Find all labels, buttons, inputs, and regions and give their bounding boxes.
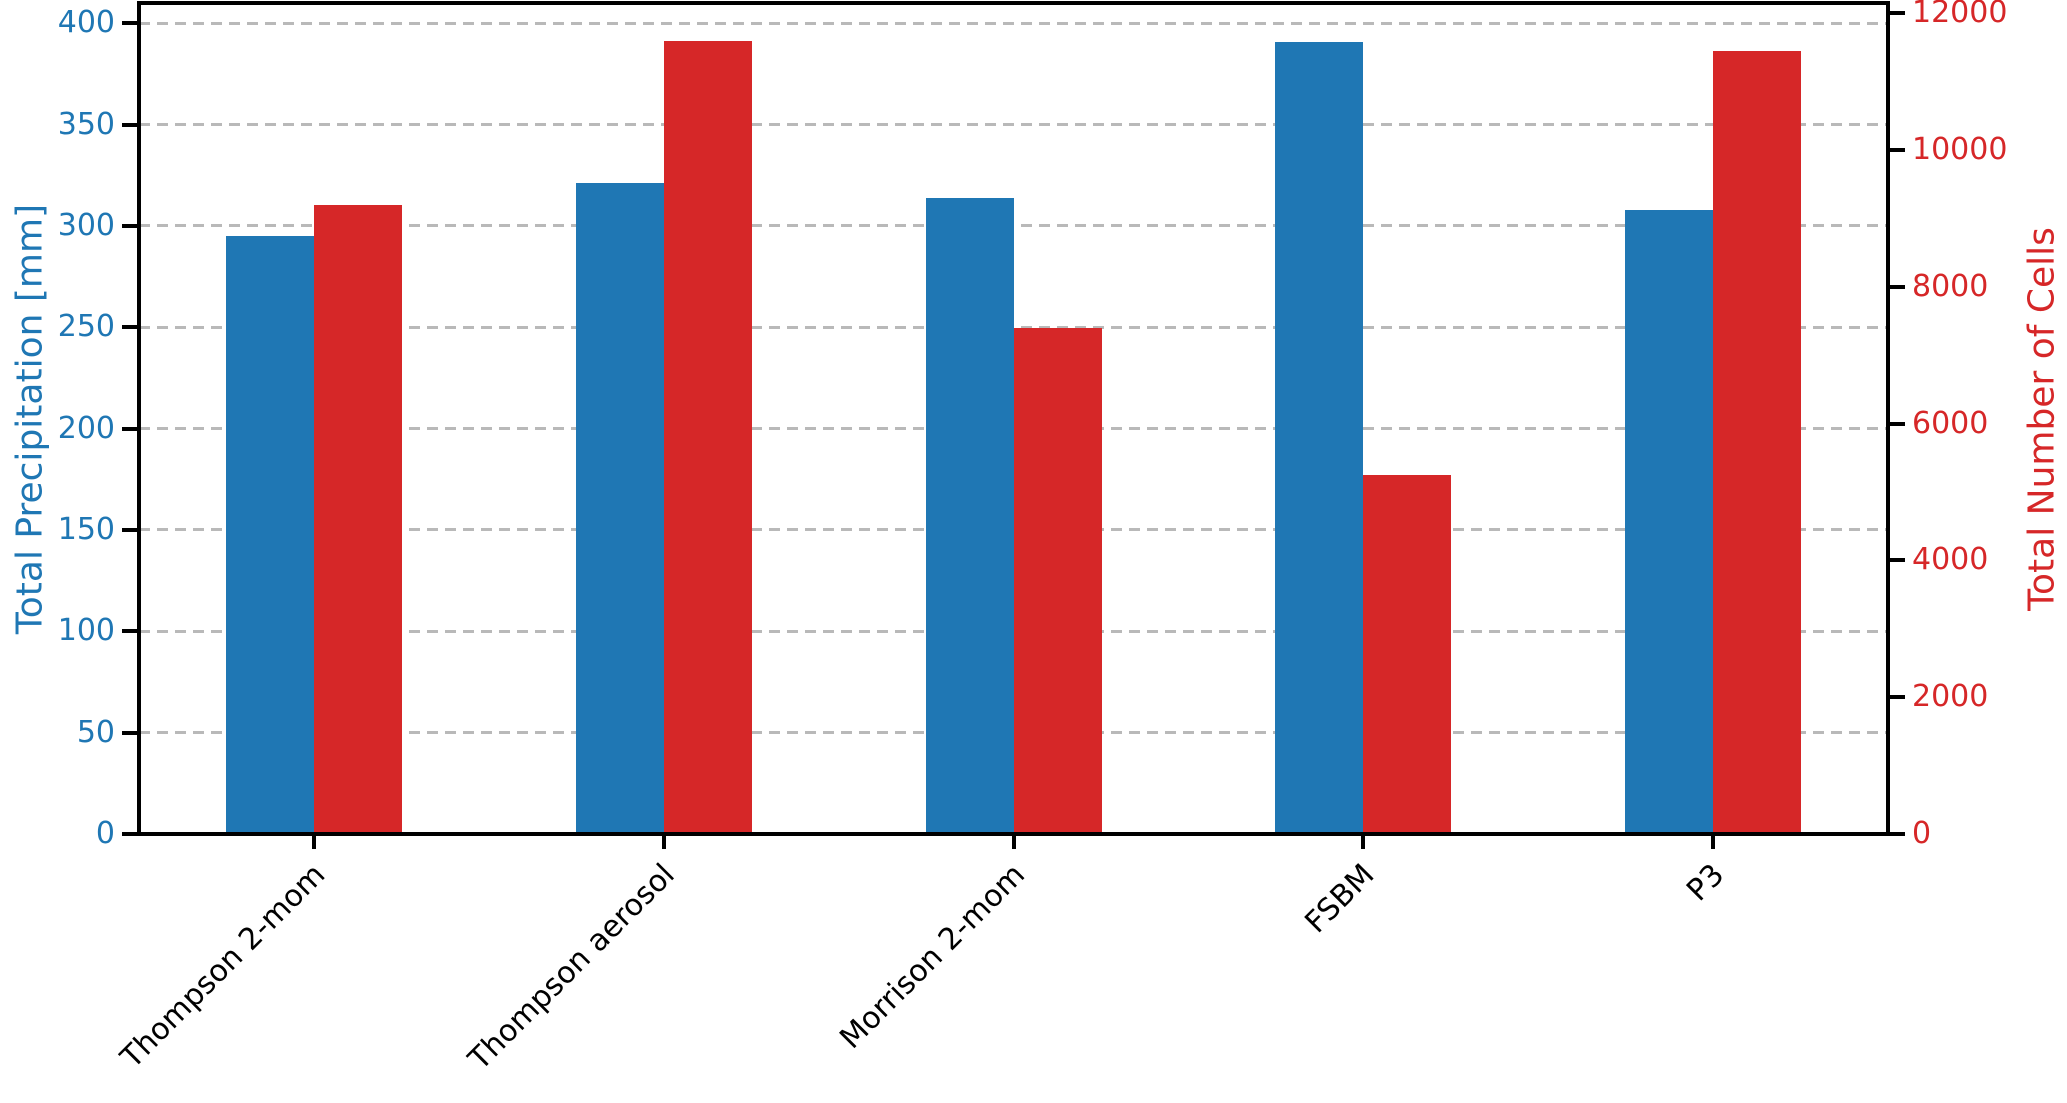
left-tick-mark [122, 426, 137, 431]
right-tick-label: 2000 [1912, 679, 1989, 715]
gridline [139, 123, 1888, 127]
left-tick-label: 200 [57, 410, 115, 446]
right-tick-label: 8000 [1912, 268, 1989, 304]
right-tick-label: 4000 [1912, 542, 1989, 578]
right-spine [1886, 1, 1890, 836]
category-label: Thompson aerosol [462, 857, 682, 1077]
right-tick-mark [1890, 148, 1905, 153]
gridline [139, 21, 1888, 25]
left-spine [137, 1, 141, 836]
precipitation-bar [1275, 41, 1364, 834]
category-label: Morrison 2-mom [832, 857, 1032, 1056]
left-tick-mark [122, 325, 137, 330]
cell-count-bar [663, 40, 752, 834]
left-tick-label: 100 [57, 613, 115, 649]
right-tick-mark [1890, 11, 1905, 16]
left-tick-mark [122, 122, 137, 127]
left-tick-mark [122, 223, 137, 228]
left-tick-label: 400 [57, 5, 115, 41]
left-tick-label: 150 [57, 511, 115, 547]
right-tick-mark [1890, 832, 1905, 836]
top-spine [137, 1, 1890, 5]
left-tick-label: 300 [57, 207, 115, 243]
x-tick-mark [661, 836, 666, 849]
x-tick-mark [1011, 836, 1016, 849]
left-tick-label: 350 [57, 106, 115, 142]
left-tick-label: 0 [95, 816, 115, 851]
precipitation-bar [1625, 209, 1714, 834]
x-tick-mark [1711, 836, 1716, 849]
left-tick-mark [122, 629, 137, 634]
category-label: FSBM [1298, 857, 1382, 941]
right-tick-mark [1890, 695, 1905, 700]
left-tick-mark [122, 730, 137, 735]
precipitation-bar [225, 236, 314, 834]
right-tick-mark [1890, 284, 1905, 289]
left-tick-label: 250 [57, 309, 115, 345]
right-tick-label: 12000 [1912, 0, 2008, 31]
gridline [139, 224, 1888, 228]
right-tick-mark [1890, 421, 1905, 426]
right-tick-label: 0 [1912, 816, 1932, 851]
cell-count-bar [1713, 50, 1802, 834]
x-tick-mark [1361, 836, 1366, 849]
cell-count-bar [1013, 327, 1102, 834]
cell-count-bar [1363, 474, 1452, 834]
precipitation-bar [575, 183, 664, 834]
left-tick-mark [122, 21, 137, 26]
left-tick-mark [122, 832, 137, 836]
x-tick-mark [311, 836, 316, 849]
right-tick-label: 6000 [1912, 405, 1989, 441]
left-tick-label: 50 [76, 714, 115, 750]
cell-count-bar [313, 204, 402, 834]
bottom-spine [137, 832, 1890, 836]
category-label: Thompson 2-mom [114, 857, 332, 1076]
right-tick-label: 10000 [1912, 132, 2008, 168]
right-tick-mark [1890, 558, 1905, 563]
gridline [139, 325, 1888, 329]
precipitation-bar [925, 197, 1014, 834]
category-label: P3 [1680, 857, 1732, 909]
left-tick-mark [122, 527, 137, 532]
